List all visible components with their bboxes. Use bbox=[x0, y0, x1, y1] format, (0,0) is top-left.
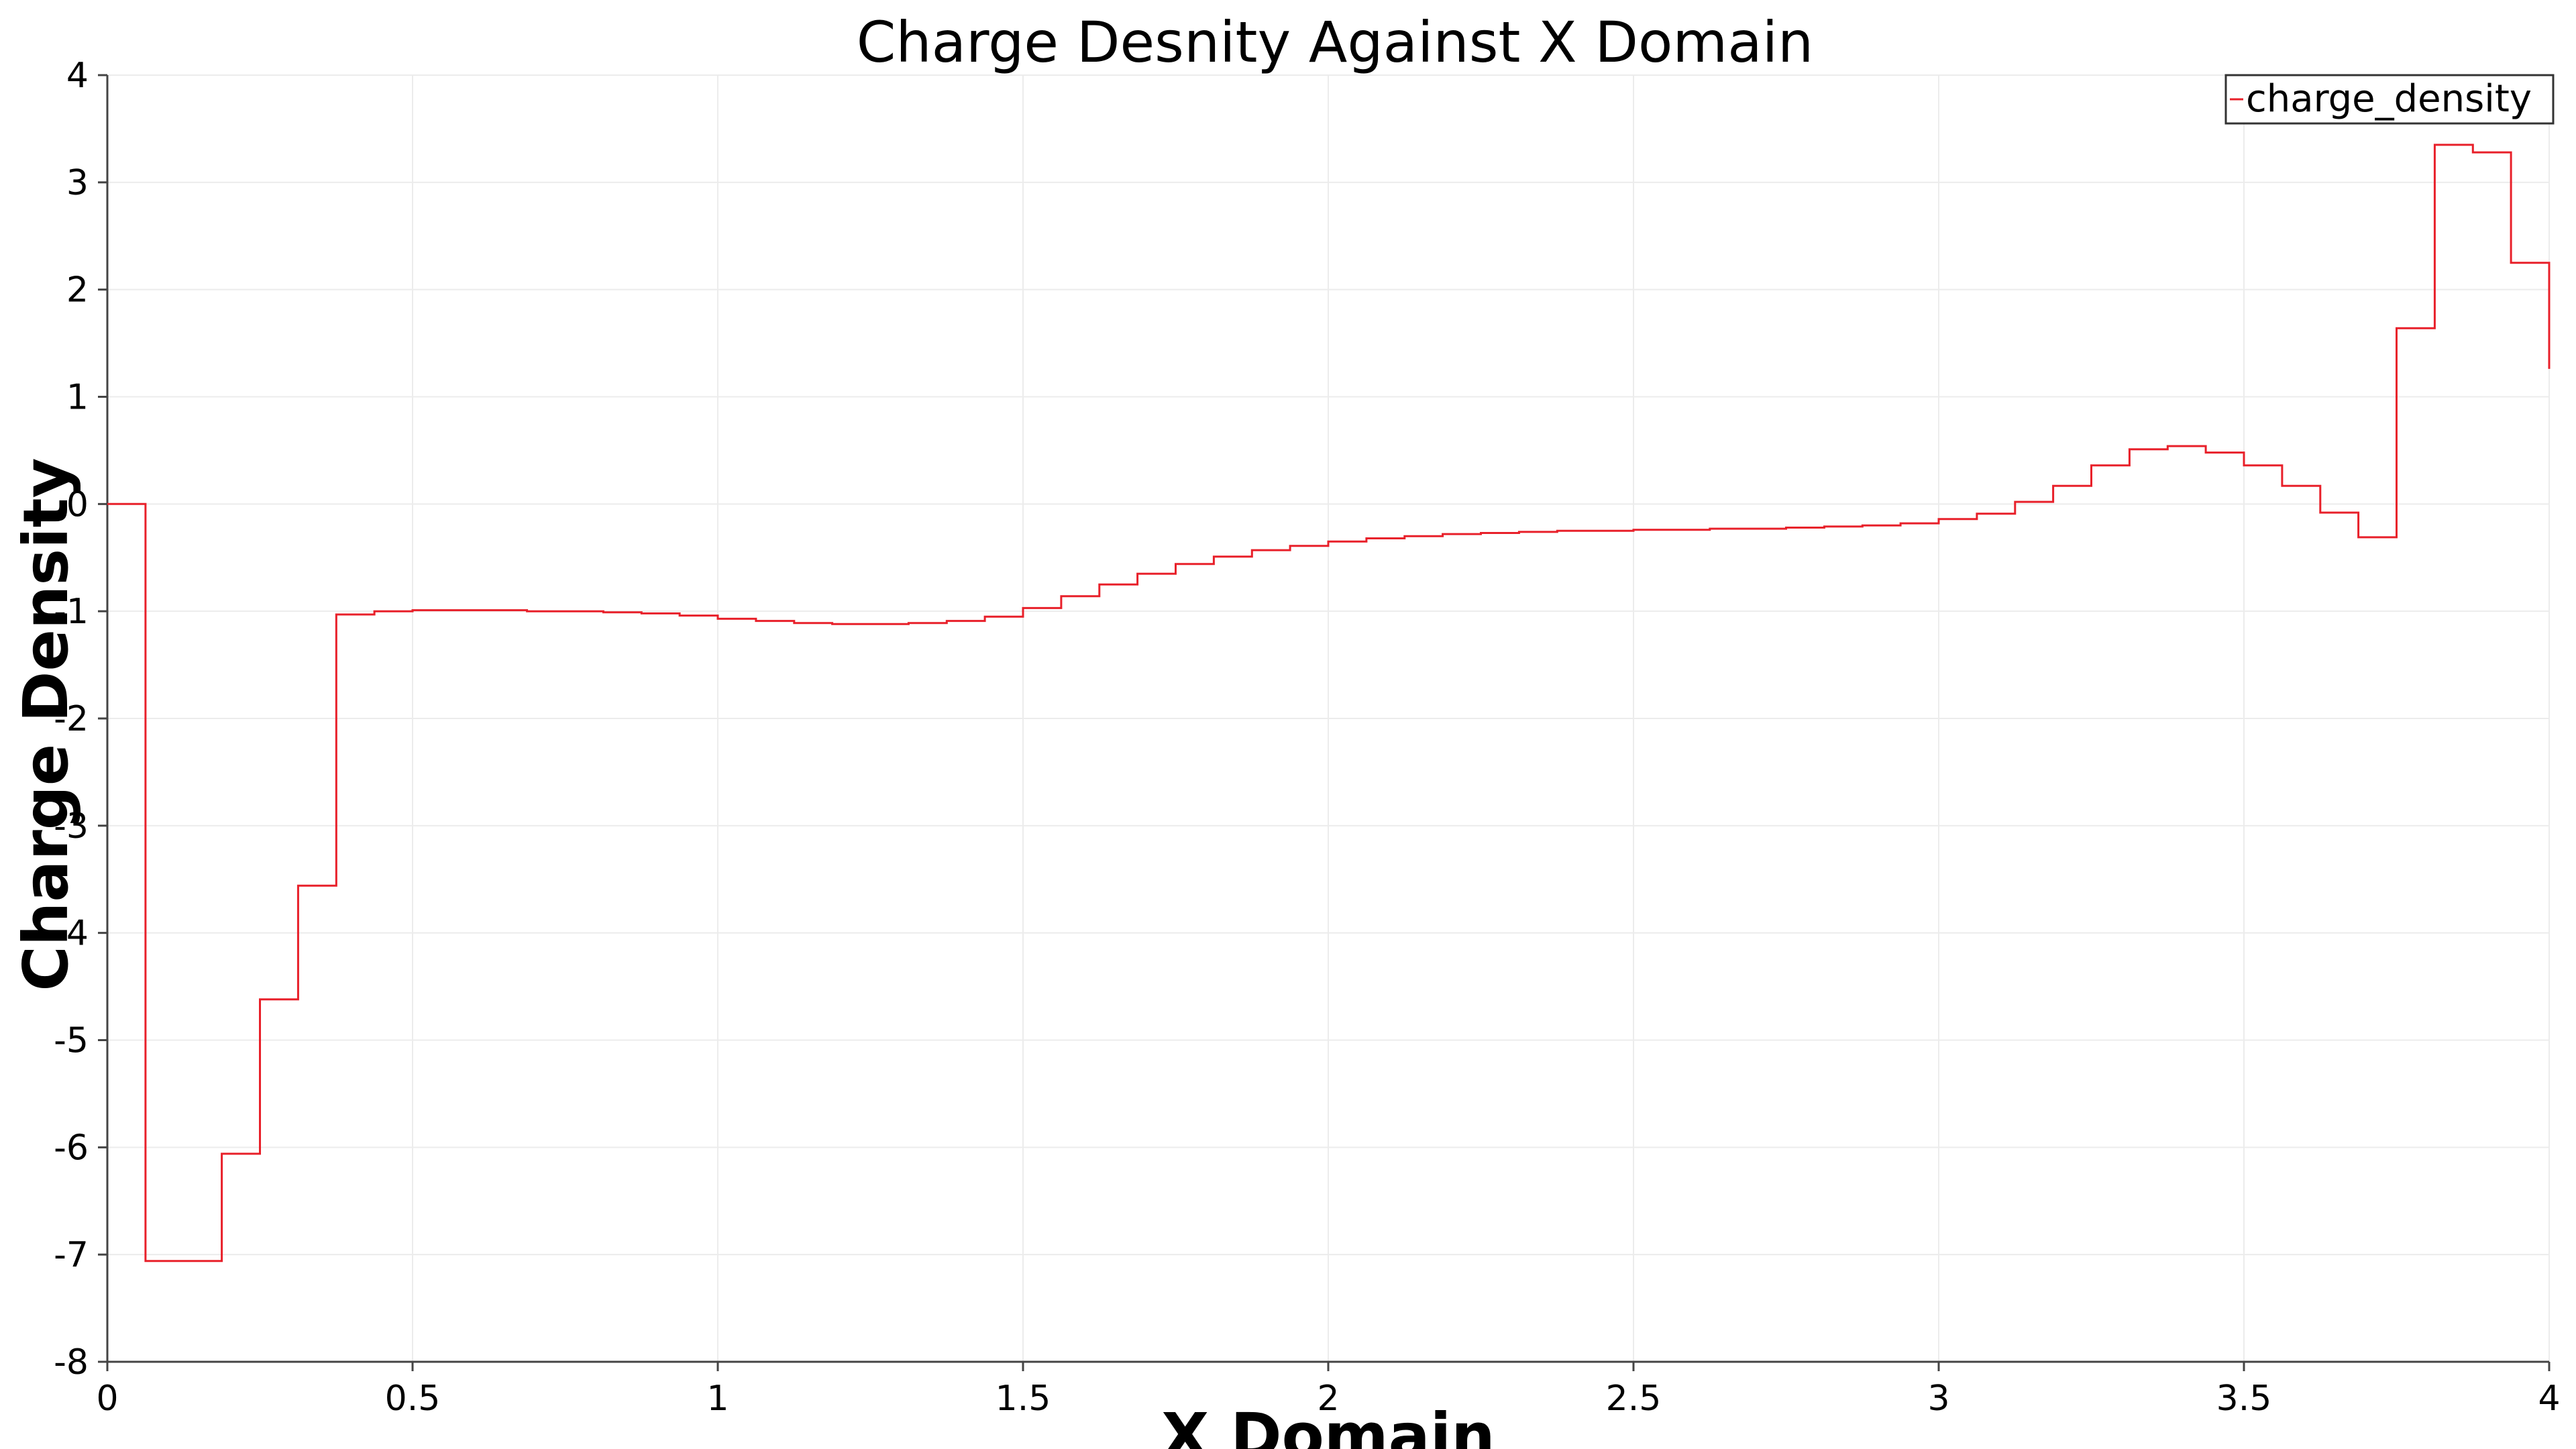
y-tick-label: -4 bbox=[54, 914, 89, 954]
y-tick-label: -2 bbox=[54, 699, 89, 739]
y-tick-label: 3 bbox=[66, 163, 89, 203]
x-tick-label: 2 bbox=[1317, 1379, 1339, 1419]
x-tick-label: 2.5 bbox=[1606, 1379, 1662, 1419]
x-tick-label: 4 bbox=[2538, 1379, 2560, 1419]
grid bbox=[107, 74, 2550, 1362]
series-line-charge-density bbox=[107, 144, 2551, 1263]
y-tick-label: -3 bbox=[54, 806, 89, 847]
y-ticks: -8 -7 -6 -5 -4 -3 -2 -1 0 1 2 3 4 bbox=[54, 56, 107, 1383]
y-tick-label: -7 bbox=[54, 1235, 89, 1275]
y-tick-label: 4 bbox=[66, 56, 89, 96]
x-tick-label: 3 bbox=[1927, 1379, 1949, 1419]
y-tick-label: -6 bbox=[54, 1128, 89, 1168]
chart-title: Charge Desnity Against X Domain bbox=[857, 9, 1814, 75]
x-tick-label: 0.5 bbox=[385, 1379, 441, 1419]
x-tick-label: 1.5 bbox=[996, 1379, 1051, 1419]
legend: charge_density bbox=[2224, 74, 2555, 125]
x-tick-label: 3.5 bbox=[2216, 1379, 2272, 1419]
plot-area bbox=[107, 144, 2551, 1263]
x-ticks: 0 0.5 1 1.5 2 2.5 3 3.5 4 bbox=[96, 1362, 2561, 1419]
y-axis-label: Charge Density bbox=[10, 458, 82, 991]
y-tick-label: 0 bbox=[66, 484, 89, 525]
x-axis-label: X Domain bbox=[1161, 1400, 1495, 1449]
y-tick-label: 1 bbox=[66, 378, 89, 418]
x-tick-label: 0 bbox=[96, 1379, 118, 1419]
y-tick-label: -1 bbox=[54, 592, 89, 632]
x-tick-label: 1 bbox=[706, 1379, 729, 1419]
y-tick-label: -5 bbox=[54, 1021, 89, 1061]
y-tick-label: 2 bbox=[66, 270, 89, 311]
legend-box bbox=[2224, 74, 2555, 125]
y-tick-label: -8 bbox=[54, 1342, 89, 1383]
legend-label: charge_density bbox=[2246, 77, 2532, 121]
